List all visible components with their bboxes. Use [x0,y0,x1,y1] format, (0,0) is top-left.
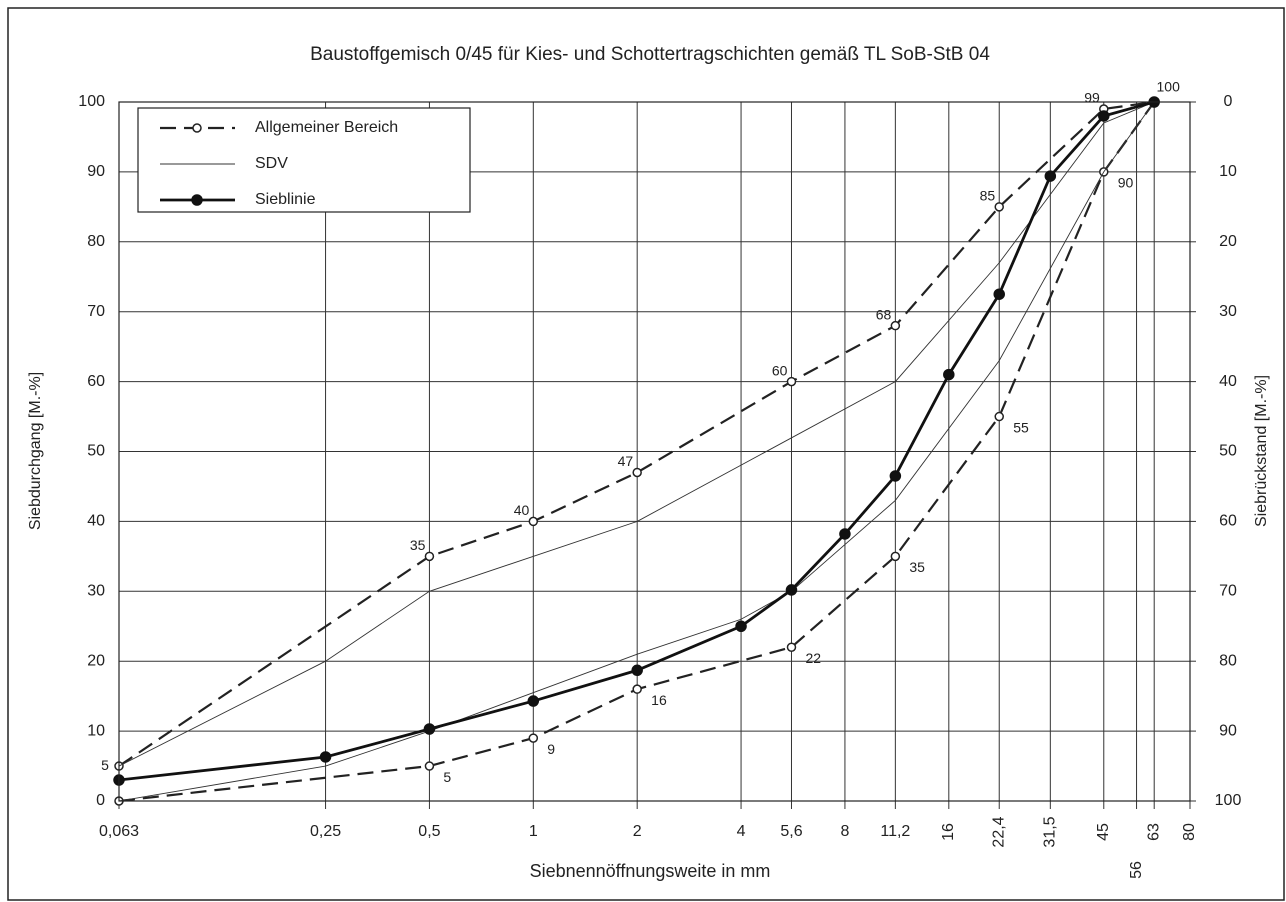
data-label: 55 [1013,419,1029,435]
y-tick-label: 0 [96,792,105,809]
legend-label: SDV [255,155,288,172]
data-label: 100 [1157,79,1181,95]
y2-tick-label: 10 [1219,163,1237,180]
x-tick-label: 4 [737,823,746,840]
x-tick-label: 63 [1145,823,1162,841]
data-label: 47 [618,453,634,469]
series [118,101,1155,802]
data-label: 5 [443,769,451,785]
point [1044,170,1057,182]
y2-tick-label: 20 [1219,233,1237,250]
x-tick-label: 5,6 [780,823,802,840]
data-label: 5 [101,757,109,773]
y2-tick-label: 80 [1219,652,1237,669]
x-axis-title: Siebnennöffnungsweite in mm [530,861,771,881]
point [839,528,851,540]
x-tick-label: 22,4 [990,816,1007,847]
x-tick-label: 80 [1181,823,1198,841]
point [785,584,798,596]
data-label: 22 [805,650,821,666]
frame [7,7,1285,901]
point [191,194,203,206]
y-axis-title: Siebdurchgang [M.-%] [27,372,44,530]
y-tick-label: 20 [87,652,105,669]
y-tick-label: 80 [87,233,105,250]
data-label: 60 [772,362,788,378]
point [1098,110,1110,122]
point [631,664,643,677]
point [890,551,901,562]
y2-tick-label: 40 [1219,373,1237,390]
line [118,100,1155,782]
y-tick-label: 60 [87,373,105,390]
x-tick-label: 0,5 [418,823,440,840]
y2-tick-label: 70 [1219,583,1237,600]
point [528,733,539,743]
y2-tick-label: 90 [1219,722,1237,739]
y-tick-label: 70 [87,303,105,320]
y-tick-label: 100 [78,93,105,110]
data-label: 35 [410,537,426,553]
point [786,642,797,652]
data-label: 35 [909,559,925,575]
x-tick-label: 2 [633,823,642,840]
data-label: 9 [547,741,555,757]
point [994,411,1004,422]
point [632,684,642,694]
x-tick-label: 31,5 [1042,816,1059,847]
x-tick-label: 11,2 [880,823,910,840]
y2-tick-label: 100 [1215,792,1242,809]
data-label: 68 [876,306,892,322]
point [192,123,202,133]
y2-axis-title: Siebrückstand [M.-%] [1253,375,1270,527]
point [943,368,955,381]
y-tick-label: 50 [87,443,105,460]
line [118,101,1155,802]
x-tick-label: 0,063 [99,823,139,840]
data-label: 40 [514,502,530,518]
line [118,101,1156,803]
chart-title: Baustoffgemisch 0/45 für Kies- und Schot… [310,44,990,65]
plot-border [118,101,1191,802]
y-tick-label: 10 [87,722,105,739]
y2-tick-label: 30 [1219,303,1237,320]
x-tick-label: 45 [1095,823,1112,841]
y2-tick-label: 50 [1219,443,1237,460]
point [527,695,540,707]
legend-label: Sieblinie [255,191,316,208]
legend-label: Allgemeiner Bereich [255,119,398,136]
point [424,551,435,562]
point [890,320,901,331]
point [993,288,1005,300]
point [786,376,797,387]
point [319,751,332,763]
point [528,516,539,527]
data-label: 99 [1084,90,1100,106]
y-tick-label: 40 [87,513,105,530]
x-tick-label: 16 [940,823,957,841]
data-label: 85 [980,188,996,204]
line [118,101,1155,767]
point [632,467,642,478]
point [424,761,435,771]
data-label: 16 [651,692,667,708]
x-tick-label: 8 [840,823,849,840]
x-tick-label: 0,25 [310,823,341,840]
legend: Allgemeiner Bereich SDV Sieblinie [137,107,471,213]
y-tick-label: 30 [87,583,105,600]
series: 5 35 40 47 60 68 85 99 100 5 9 16 22 35 55 90 [101,79,1181,806]
data-label: 90 [1118,175,1134,191]
y2-tick-label: 0 [1224,93,1233,110]
x-tick-label: 1 [529,823,538,840]
x-tick-label: 56 [1128,861,1145,879]
point [889,470,902,482]
point [994,202,1004,212]
y2-tick-label: 60 [1219,513,1237,530]
point [735,620,747,632]
y-tick-label: 90 [87,163,105,180]
point [423,723,436,735]
